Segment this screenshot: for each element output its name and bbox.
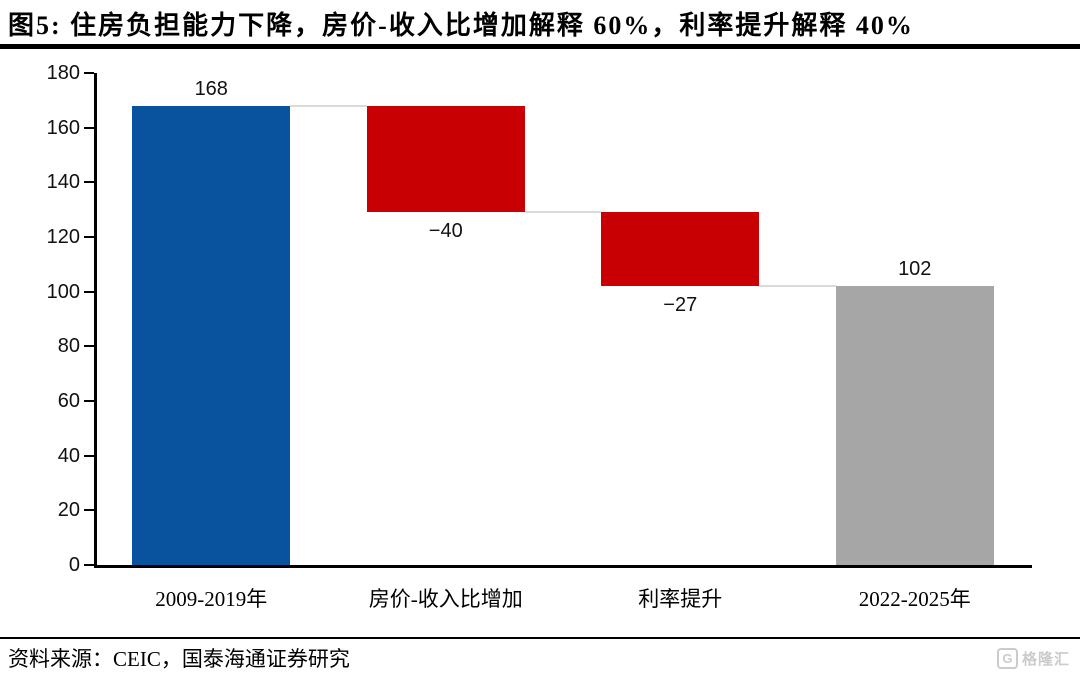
y-tick-label: 60 <box>57 390 80 412</box>
y-tick-mark <box>84 126 94 129</box>
connector-line <box>290 104 367 107</box>
category-label: 房价-收入比增加 <box>368 587 523 611</box>
connector-line <box>524 211 602 214</box>
connector-line <box>759 285 836 288</box>
waterfall-bar <box>835 286 994 565</box>
title-divider <box>0 44 1080 49</box>
y-tick-mark <box>84 181 94 184</box>
y-tick-mark <box>84 509 94 512</box>
waterfall-bar <box>366 105 525 213</box>
gelonghui-wordmark: 格隆汇 <box>1021 651 1070 668</box>
y-tick-mark <box>84 290 94 293</box>
waterfall-chart: 0 20 40 60 80 100 120 140 160 180 168 2009-2019年 −40… <box>0 56 1080 634</box>
y-tick-label: 160 <box>46 116 80 139</box>
y-tick-label: 140 <box>46 171 80 194</box>
y-tick-label: 100 <box>46 280 80 303</box>
category-label: 2009-2019年 <box>155 587 268 611</box>
x-axis-line <box>94 565 1032 568</box>
y-tick-label: 120 <box>46 226 80 248</box>
y-tick-mark <box>84 400 94 402</box>
source-text: 资料来源：CEIC，国泰海通证券研究 <box>8 647 350 671</box>
bar-value-label: −27 <box>663 294 698 317</box>
gelonghui-logo: G 格隆汇 <box>996 648 1070 669</box>
y-tick-mark <box>84 345 94 348</box>
footer-divider <box>0 637 1080 639</box>
y-tick-label: 40 <box>57 444 80 467</box>
bar-value-label: 168 <box>194 77 228 100</box>
y-tick-label: 20 <box>57 499 80 522</box>
bar-value-label: −40 <box>428 220 463 243</box>
y-tick-label: 80 <box>57 335 80 358</box>
y-tick-label: 0 <box>68 554 80 576</box>
waterfall-bar <box>601 212 760 287</box>
y-axis-line <box>94 73 97 565</box>
y-tick-mark <box>84 72 94 74</box>
waterfall-bar <box>132 105 291 565</box>
y-tick-mark <box>84 454 94 457</box>
bar-value-label: 102 <box>898 258 932 281</box>
y-tick-mark <box>84 236 94 238</box>
gelonghui-g-icon: G <box>996 648 1018 669</box>
figure-title: 图5: 住房负担能力下降，房价-收入比增加解释 60%，利率提升解释 40% <box>8 11 914 40</box>
y-tick-mark <box>84 564 94 566</box>
category-label: 利率提升 <box>638 587 723 611</box>
y-tick-label: 180 <box>46 62 80 84</box>
category-label: 2022-2025年 <box>858 587 971 611</box>
